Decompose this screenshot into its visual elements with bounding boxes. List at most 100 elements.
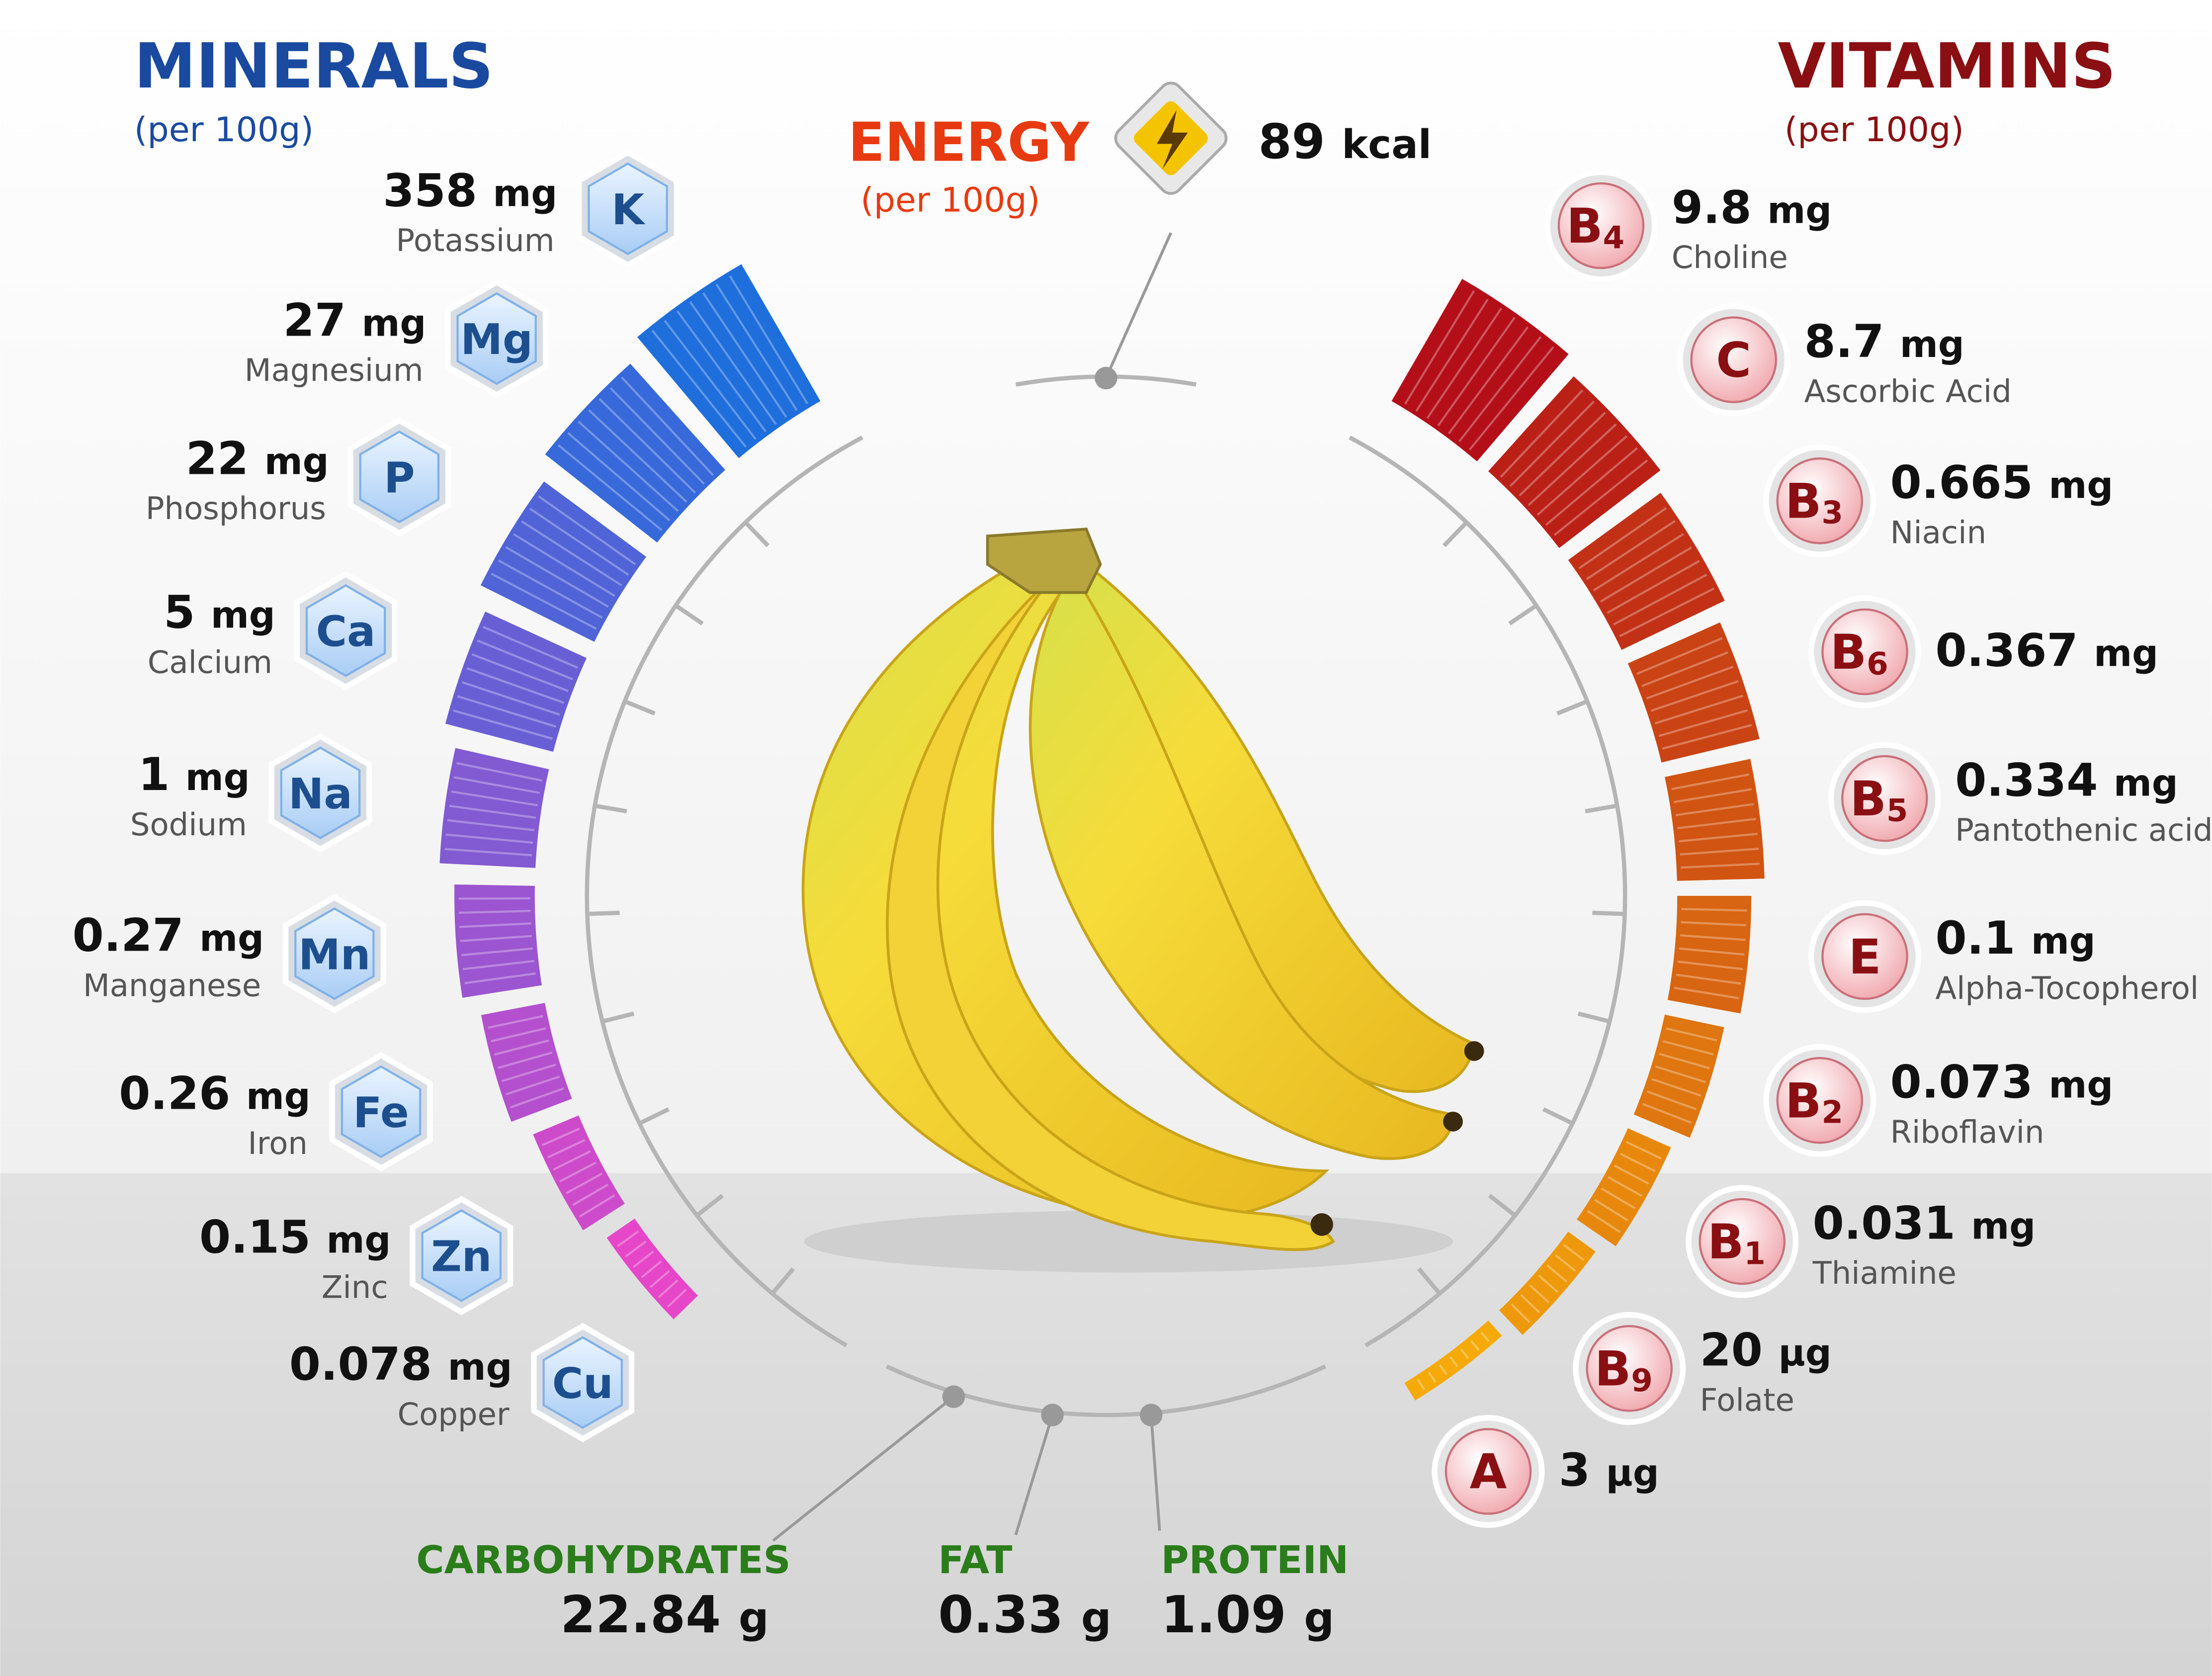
bar-stripe xyxy=(667,1289,687,1308)
bar-stripe xyxy=(453,776,540,794)
bar-segment xyxy=(606,1219,698,1320)
mineral-value: 22 xyxy=(186,433,249,485)
vitamin-letter: B xyxy=(1850,771,1886,827)
gauge-tick xyxy=(744,521,770,547)
minerals-subtitle: (per 100g) xyxy=(134,110,314,150)
vitamin-name: Alpha-Tocopherol xyxy=(1935,970,2199,1006)
hexagon-inner xyxy=(421,1209,502,1302)
bar-stripe xyxy=(1601,1187,1636,1210)
bar-stripe xyxy=(676,310,767,433)
bar-stripe xyxy=(1587,1210,1621,1234)
bar-stripe xyxy=(459,922,531,928)
mineral-amount: 22 mg xyxy=(186,433,329,485)
vitamin-value: 0.665 xyxy=(1890,457,2033,509)
mineral-symbol: Ca xyxy=(316,608,376,657)
gauge-arc xyxy=(1349,436,1627,1347)
bar-stripe xyxy=(458,910,531,914)
bar-stripe xyxy=(1536,435,1628,516)
mineral-amount: 0.27 mg xyxy=(73,910,264,962)
energy-icon xyxy=(1114,82,1228,195)
vitamin-value: 0.334 xyxy=(1955,754,2098,806)
bar-stripe xyxy=(1647,1090,1697,1111)
bar-stripe xyxy=(505,546,609,608)
gauge xyxy=(585,374,1627,1417)
mineral-name: Phosphorus xyxy=(146,490,326,527)
bar-segment xyxy=(480,481,647,642)
mineral-symbol: K xyxy=(611,185,646,235)
bar-stripe xyxy=(1546,1264,1568,1283)
macro-unit: g xyxy=(1081,1593,1111,1643)
vitamin-index: 4 xyxy=(1603,219,1624,256)
mineral-symbol: Na xyxy=(288,770,352,819)
mineral-value: 5 xyxy=(164,587,195,639)
bar-stripe xyxy=(1671,773,1750,791)
mineral-name: Magnesium xyxy=(245,352,424,388)
vitamin-badge-inner xyxy=(1557,182,1645,269)
vitamin-symbol: B3 xyxy=(1785,473,1843,530)
mineral-value: 27 xyxy=(283,294,346,347)
bar-stripe xyxy=(1673,788,1752,803)
bar-stripe xyxy=(1447,326,1529,435)
gauge-tick xyxy=(1417,1267,1442,1295)
bar-stripe xyxy=(1553,459,1648,536)
vitamin-badge-inner xyxy=(1445,1428,1532,1515)
hexagon-inner xyxy=(542,1336,623,1429)
bar-stripe xyxy=(483,625,578,669)
mineral-amount: 0.15 mg xyxy=(199,1212,391,1264)
bar-stripe xyxy=(1458,336,1542,442)
items: K 358 mg Potassium Mg 27 mg Magnesium P 22 mg Ph… xyxy=(73,149,2212,1645)
bar-stripe xyxy=(1600,546,1692,603)
hexagon-inner xyxy=(456,292,537,385)
vitamin-unit: mg xyxy=(1767,189,1832,232)
gauge-tick xyxy=(594,803,627,814)
mineral-amount: 5 mg xyxy=(164,587,275,639)
vitamin-unit: mg xyxy=(2094,632,2158,675)
vitamin-value: 8.7 xyxy=(1804,316,1884,368)
bar-segment xyxy=(1488,376,1661,548)
bar-stripe xyxy=(557,444,663,531)
vitamin-amount: 0.334 mg xyxy=(1955,754,2178,806)
pointer-lines xyxy=(772,232,1173,1542)
vitamin-letter: B xyxy=(1830,624,1867,680)
bar-stripe xyxy=(609,387,705,485)
bar-stripe xyxy=(547,1139,586,1158)
vitamin-badge-inner xyxy=(1821,608,1908,696)
minerals-title: MINERALS xyxy=(134,30,494,102)
banana xyxy=(801,528,1484,1273)
mineral-value: 358 xyxy=(383,165,477,217)
vitamin-amount: 9.8 mg xyxy=(1672,181,1832,234)
vitamin-name: Niacin xyxy=(1890,514,1986,550)
gauge-tick xyxy=(587,910,620,916)
bar-stripe xyxy=(1625,1141,1662,1160)
bar-stripe xyxy=(464,972,536,984)
mineral-name: Iron xyxy=(248,1125,308,1161)
mineral-amount: 0.26 mg xyxy=(119,1067,310,1120)
vitamin-letter: B xyxy=(1595,1340,1631,1397)
bar-stripe xyxy=(1636,637,1723,675)
bar-stripe xyxy=(1650,680,1739,712)
bar-stripe xyxy=(702,292,787,418)
bar-stripe xyxy=(572,1183,609,1206)
mineral-value: 0.26 xyxy=(119,1067,230,1120)
gauge-tick xyxy=(1542,1107,1574,1126)
vitamin-badge-inner xyxy=(1776,1057,1864,1144)
bar-segment xyxy=(1633,1014,1724,1138)
gauge-tick xyxy=(674,604,704,625)
vitamin-badge-inner xyxy=(1690,316,1777,403)
vitamin-letter: E xyxy=(1849,929,1881,985)
vitamin-index: 1 xyxy=(1744,1235,1765,1271)
bar-stripe xyxy=(1654,695,1744,724)
bar-segment xyxy=(533,1115,625,1231)
vitamin-value: 20 xyxy=(1700,1324,1763,1377)
bar-stripe xyxy=(715,283,798,411)
vitamins-subtitle: (per 100g) xyxy=(1785,110,1964,150)
mineral-unit: mg xyxy=(362,302,426,345)
energy-value: 89 xyxy=(1258,113,1325,170)
bar-stripe xyxy=(457,695,557,728)
bar-stripe xyxy=(491,1027,546,1043)
macro-amount: 0.33 g xyxy=(938,1586,1111,1645)
bar-stripe xyxy=(1662,724,1752,750)
bar-stripe xyxy=(1428,1372,1437,1383)
bar-stripe xyxy=(1680,848,1759,856)
bar-stripe xyxy=(1460,1348,1469,1359)
